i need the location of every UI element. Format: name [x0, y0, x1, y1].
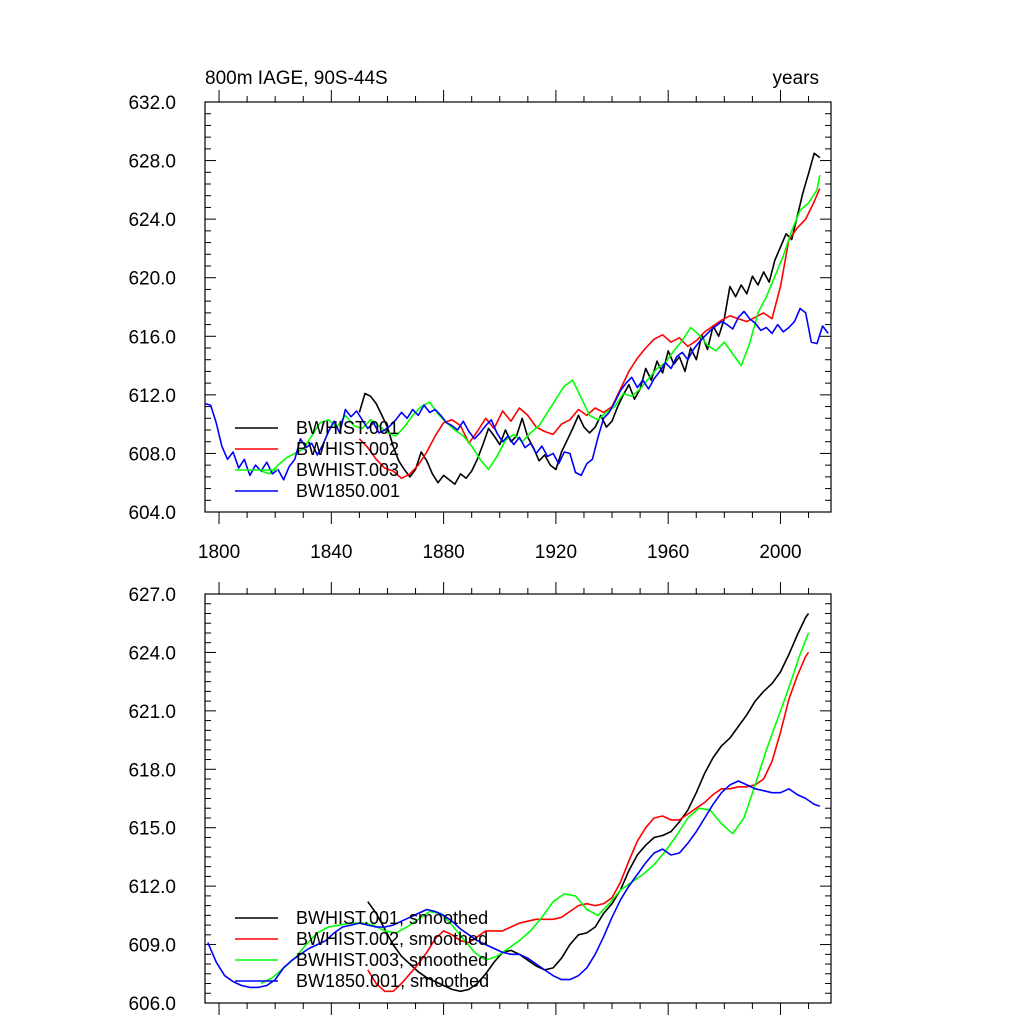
series-line-bwhist-001	[358, 152, 821, 486]
series-line-bwhist-003-smoothed	[260, 632, 810, 985]
legend-label: BWHIST.003	[296, 460, 399, 480]
y-tick-label: 627.0	[128, 585, 176, 606]
top-panel: 604.0 608.0 612.0 616.0 620.0 624.0 628.0 632.0…	[128, 68, 832, 563]
legend-label: BWHIST.002, smoothed	[296, 929, 488, 949]
y-tick-label: 612.0	[128, 877, 176, 898]
legend-label: BWHIST.001, smoothed	[296, 908, 488, 928]
legend-label: BWHIST.002	[296, 439, 399, 459]
series-line-bw1850-001	[204, 307, 829, 481]
y-tick-label: 621.0	[128, 702, 176, 723]
units-label: years	[773, 68, 819, 89]
y-tick-label: 628.0	[128, 152, 176, 173]
y-tick-label: 618.0	[128, 760, 176, 781]
y-tick-label: 632.0	[128, 93, 176, 114]
y-tick-label: 624.0	[128, 643, 176, 664]
legend-label: BW1850.001	[296, 481, 400, 501]
y-tick-label: 604.0	[128, 503, 176, 524]
x-tick-label: 1920	[535, 542, 577, 563]
chart-title: 800m IAGE, 90S-44S	[205, 68, 388, 89]
x-tick-label: 1800	[198, 542, 240, 563]
x-tick-label: 1960	[647, 542, 689, 563]
y-tick-label: 608.0	[128, 444, 176, 465]
y-tick-label: 616.0	[128, 327, 176, 348]
legend-label: BWHIST.003, smoothed	[296, 950, 488, 970]
legend-label: BWHIST.001	[296, 418, 399, 438]
series-line-bwhist-003	[260, 175, 821, 475]
x-tick-label: 1840	[310, 542, 352, 563]
plot-frame	[204, 101, 832, 513]
series-line-bwhist-002	[358, 188, 821, 480]
y-tick-label: 615.0	[128, 819, 176, 840]
y-tick-label: 606.0	[128, 994, 176, 1015]
series-line-bwhist-002-smoothed	[367, 651, 810, 993]
y-tick-label: 612.0	[128, 386, 176, 407]
y-tick-label: 620.0	[128, 269, 176, 290]
x-tick-label: 1880	[422, 542, 464, 563]
y-tick-label: 609.0	[128, 936, 176, 957]
series-line-bw1850-001-smoothed	[207, 780, 821, 989]
y-tick-label: 624.0	[128, 210, 176, 231]
legend-label: BW1850.001, smoothed	[296, 971, 489, 991]
bottom-panel: 606.0 609.0 612.0 615.0 618.0 621.0 624.0 627.0…	[128, 582, 832, 1015]
x-tick-label: 2000	[759, 542, 801, 563]
series-line-bwhist-001-smoothed	[367, 613, 810, 993]
